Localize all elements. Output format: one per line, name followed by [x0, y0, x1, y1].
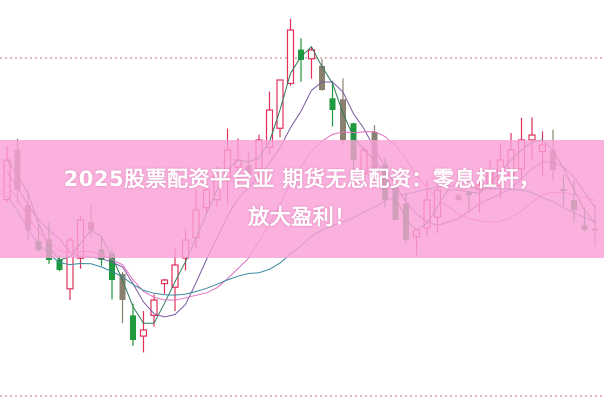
candle-body [307, 49, 316, 60]
candle-body [139, 329, 148, 337]
candle-body [109, 253, 115, 280]
candle-body [130, 315, 136, 340]
candle-body [528, 134, 536, 141]
candle-body [56, 259, 63, 270]
headline-line-2: 放大盈利！ [248, 205, 356, 229]
headline-line-1: 2025股票配资平台亚 期货无息配资：零息杠杆， [63, 167, 541, 191]
promo-banner [0, 140, 604, 258]
headline: 2025股票配资平台亚 期货无息配资：零息杠杆， 放大盈利！ [0, 160, 604, 236]
candle-body [150, 299, 158, 317]
candle-body [119, 274, 126, 300]
candle-body [298, 49, 304, 60]
candle-body [329, 98, 336, 110]
candle-body [286, 29, 295, 85]
candle-body [340, 99, 346, 140]
candle-body [160, 279, 169, 285]
candle-body [171, 264, 179, 288]
candle-body [319, 65, 325, 90]
candle-body [276, 79, 284, 129]
